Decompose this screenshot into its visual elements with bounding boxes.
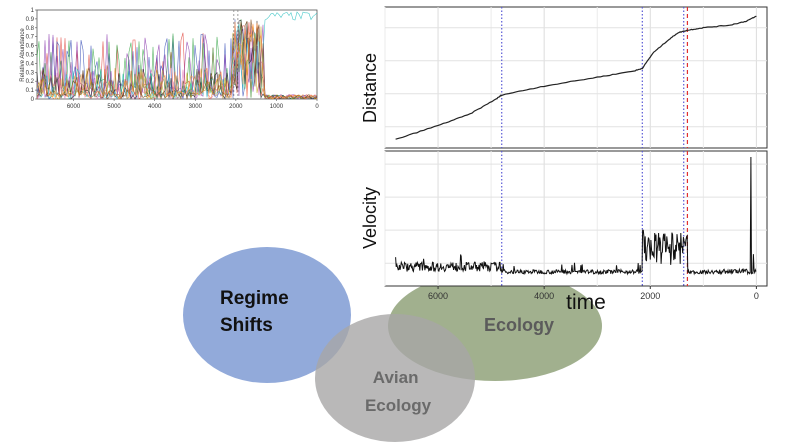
- velocity-x-tick-label: 0: [754, 291, 759, 301]
- abundance-y-tick-label: 0.6: [26, 44, 35, 50]
- abundance-y-tick-label: 0.2: [26, 79, 35, 85]
- distance-series-line: [395, 15, 757, 140]
- abundance-series-line: [36, 19, 318, 100]
- distance-y-axis-label: Distance: [360, 53, 380, 123]
- venn-circle-avian-ecology: [315, 314, 475, 442]
- distance-chart: Distance: [360, 6, 768, 149]
- velocity-x-ticks: 6000 4000 2000 0: [428, 286, 759, 301]
- abundance-y-tick-label: 0: [31, 97, 35, 103]
- abundance-x-tick-label: 5000: [107, 104, 121, 110]
- abundance-series: [36, 10, 318, 101]
- venn-label-ecology: Ecology: [484, 315, 554, 335]
- abundance-y-tick-label: 0.3: [26, 70, 35, 76]
- velocity-x-tick-label: 4000: [534, 291, 554, 301]
- abundance-chart: 0 0.1 0.2 0.3 0.4 0.5 0.6 0.7 0.8 0.9 1 6000 5000 40…: [20, 8, 319, 110]
- abundance-x-tick-label: 4000: [148, 104, 162, 110]
- abundance-y-tick-label: 1: [31, 8, 35, 14]
- abundance-y-tick-label: 0.5: [26, 53, 35, 59]
- velocity-x-tick-label: 6000: [428, 291, 448, 301]
- abundance-y-tick-label: 0.4: [26, 61, 35, 67]
- abundance-x-tick-label: 0: [315, 104, 319, 110]
- abundance-y-tick-label: 0.8: [26, 26, 35, 32]
- abundance-y-tick-label: 0.1: [26, 88, 35, 94]
- velocity-plot-background: [384, 150, 768, 287]
- abundance-y-ticks: 0 0.1 0.2 0.3 0.4 0.5 0.6 0.7 0.8 0.9 1: [26, 8, 37, 103]
- abundance-y-tick-label: 0.7: [26, 35, 35, 41]
- venn-diagram: Regime Shifts Ecology Avian Ecology: [183, 247, 602, 442]
- velocity-chart: 6000 4000 2000 0 Velocity time: [360, 150, 768, 314]
- venn-label-avian-ecology: Avian Ecology: [365, 368, 432, 415]
- abundance-y-tick-label: 0.9: [26, 17, 35, 23]
- abundance-x-tick-label: 6000: [67, 104, 81, 110]
- abundance-plot-frame: [36, 9, 318, 100]
- abundance-series-line: [36, 11, 318, 100]
- venn-circle-regime-shifts: [183, 247, 351, 383]
- velocity-series-line: [395, 156, 757, 276]
- velocity-x-axis-label: time: [566, 291, 606, 314]
- abundance-x-ticks: 6000 5000 4000 3000 2000 1000 0: [67, 99, 319, 110]
- abundance-y-axis-label: Relative Abundance: [20, 28, 26, 82]
- velocity-y-axis-label: Velocity: [360, 187, 380, 249]
- abundance-x-tick-label: 3000: [189, 104, 203, 110]
- abundance-series-line: [36, 21, 318, 100]
- abundance-x-tick-label: 2000: [229, 104, 243, 110]
- venn-label-regime-shifts: Regime Shifts: [220, 288, 294, 336]
- velocity-x-tick-label: 2000: [640, 291, 660, 301]
- abundance-x-tick-label: 1000: [270, 104, 284, 110]
